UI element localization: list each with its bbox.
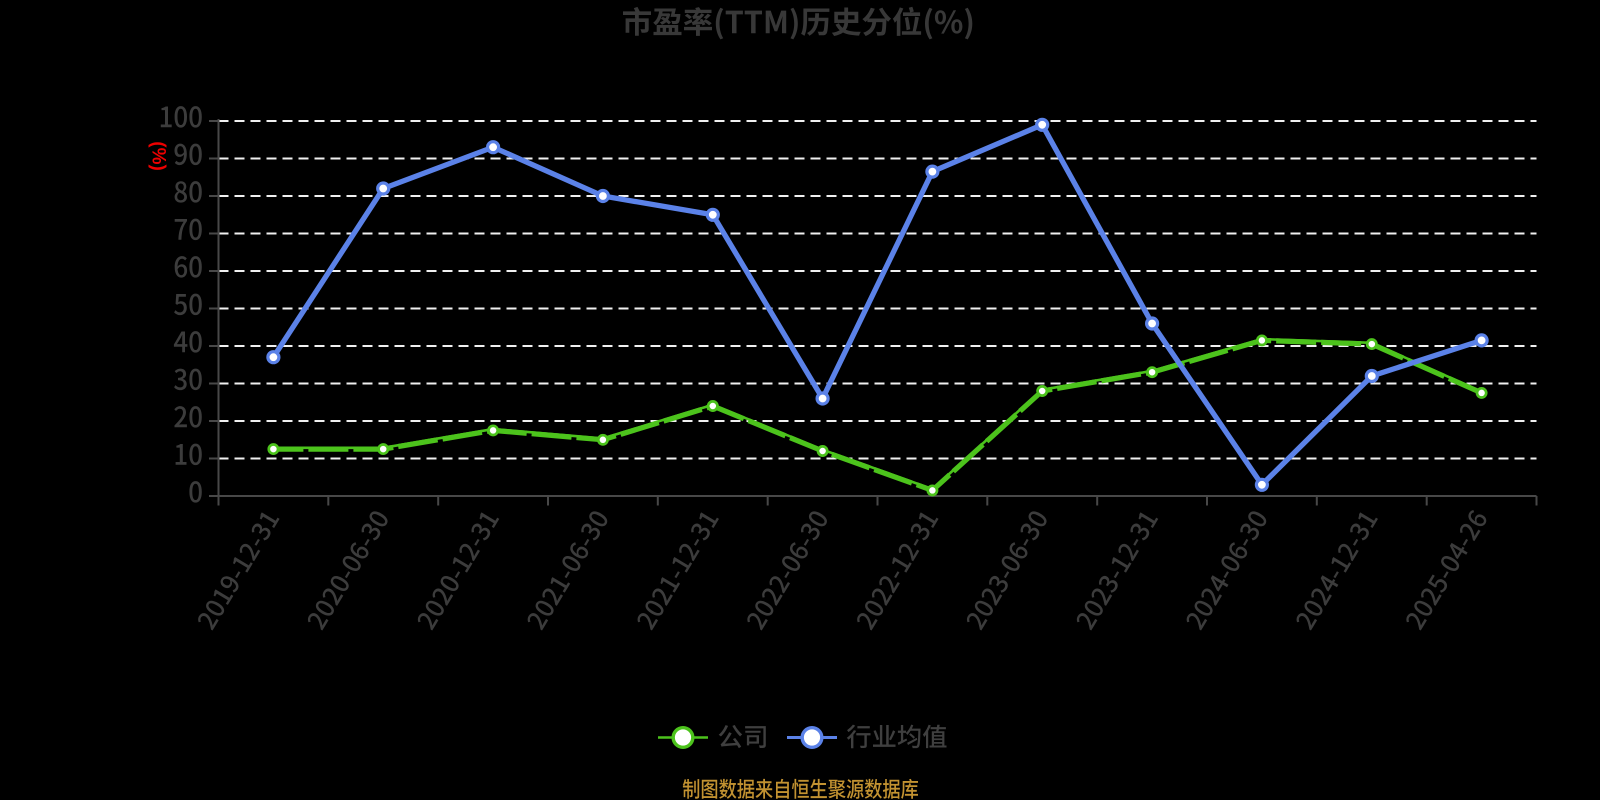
svg-text:(%): (%)	[147, 141, 168, 171]
